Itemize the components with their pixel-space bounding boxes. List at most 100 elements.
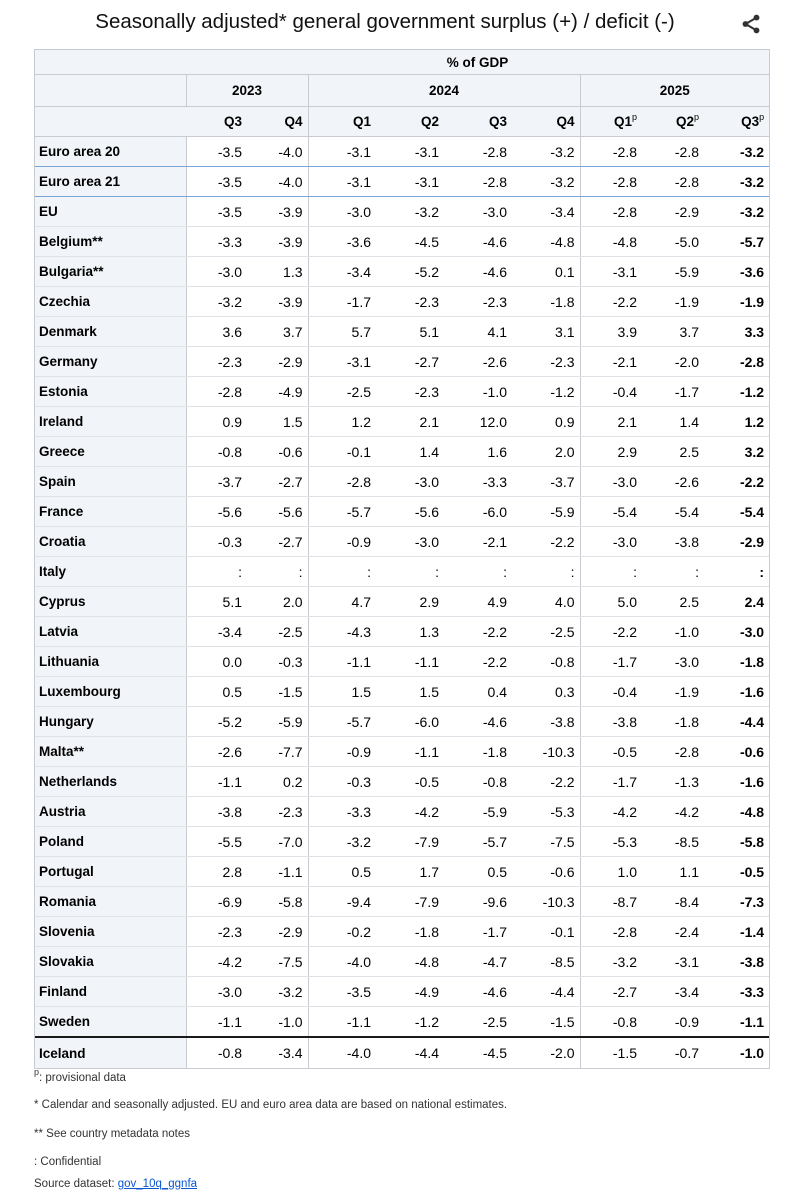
table-cell: -0.5 bbox=[580, 736, 642, 767]
table-cell: -2.8 bbox=[186, 376, 247, 407]
table-cell: 2.1 bbox=[376, 406, 444, 437]
table-cell: 0.5 bbox=[308, 856, 376, 887]
table-cell: -5.4 bbox=[642, 496, 704, 527]
table-cell: -1.1 bbox=[376, 646, 444, 677]
table-cell: -2.7 bbox=[580, 976, 642, 1007]
table-cell: -2.8 bbox=[580, 196, 642, 227]
table-cell: 2.8 bbox=[186, 856, 247, 887]
row-label: Malta** bbox=[35, 736, 187, 767]
table-cell: -3.1 bbox=[308, 346, 376, 377]
row-label: Belgium** bbox=[35, 226, 187, 257]
table-cell: -3.6 bbox=[308, 226, 376, 257]
table-cell: -2.2 bbox=[704, 466, 770, 497]
row-label: Slovenia bbox=[35, 916, 187, 947]
table-row: Luxembourg 0.5 -1.5 1.5 1.5 0.4 0.3 -0.4 -1.9 -1.… bbox=[35, 676, 770, 707]
row-label: Denmark bbox=[35, 316, 187, 347]
source-dataset-link[interactable]: gov_10q_ggnfa bbox=[117, 1178, 198, 1190]
table-cell: -3.3 bbox=[308, 796, 376, 827]
quarter-header: Q2p bbox=[642, 106, 704, 137]
table-cell: -10.3 bbox=[512, 886, 581, 917]
data-table: % of GDP 2023 2024 2025 Q3 Q4 Q1 Q2 Q3 Q4 Q1p Q2p… bbox=[35, 50, 770, 1068]
table-cell: -1.6 bbox=[704, 766, 770, 797]
table-cell: 2.5 bbox=[642, 436, 704, 467]
table-cell: -2.3 bbox=[444, 286, 512, 317]
table-row: France -5.6 -5.6 -5.7 -5.6 -6.0 -5.9 -5.4 -5.4 -5… bbox=[35, 496, 770, 527]
table-cell: 4.0 bbox=[512, 586, 581, 617]
table-cell: 0.4 bbox=[444, 676, 512, 707]
table-cell: 3.1 bbox=[512, 316, 581, 347]
table-row: Netherlands -1.1 0.2 -0.3 -0.5 -0.8 -2.2 -1.7 -1… bbox=[35, 766, 770, 797]
table-cell: -5.3 bbox=[512, 796, 581, 827]
table-cell: 0.1 bbox=[512, 256, 581, 287]
table-cell: -3.0 bbox=[704, 616, 770, 647]
table-cell: -2.7 bbox=[247, 526, 309, 557]
table-cell: 0.5 bbox=[186, 676, 247, 707]
table-cell: -0.8 bbox=[580, 1006, 642, 1038]
table-cell: -3.5 bbox=[186, 166, 247, 197]
table-cell: -0.4 bbox=[580, 676, 642, 707]
table-row: Euro area 20 -3.5 -4.0 -3.1 -3.1 -2.8 -3.2 -2.8… bbox=[35, 136, 770, 167]
share-icon[interactable] bbox=[740, 13, 762, 35]
table-cell: -4.8 bbox=[580, 226, 642, 257]
header-corner bbox=[35, 74, 187, 107]
table-cell: -2.8 bbox=[308, 466, 376, 497]
table-cell: -3.0 bbox=[376, 526, 444, 557]
table-cell: -0.6 bbox=[704, 736, 770, 767]
table-row: Lithuania 0.0 -0.3 -1.1 -1.1 -2.2 -0.8 -1.7 -3.0… bbox=[35, 646, 770, 677]
footnote-confidential: : Confidential bbox=[34, 1156, 102, 1168]
table-cell: -1.8 bbox=[642, 706, 704, 737]
table-row: Estonia -2.8 -4.9 -2.5 -2.3 -1.0 -1.2 -0.4 -1.7-… bbox=[35, 376, 770, 407]
table-cell: -5.0 bbox=[642, 226, 704, 257]
table-cell: -5.7 bbox=[704, 226, 770, 257]
table-row: Germany -2.3 -2.9 -3.1 -2.7 -2.6 -2.3 -2.1 -2.0-… bbox=[35, 346, 770, 377]
table-cell: 1.6 bbox=[444, 436, 512, 467]
table-cell: -3.0 bbox=[376, 466, 444, 497]
table-cell: -1.2 bbox=[704, 376, 770, 407]
table-cell: -1.1 bbox=[247, 856, 309, 887]
quarter-header: Q1 bbox=[308, 106, 376, 137]
table-cell: 1.4 bbox=[642, 406, 704, 437]
row-label: Estonia bbox=[35, 376, 187, 407]
table-cell: -3.8 bbox=[512, 706, 581, 737]
table-cell: -3.8 bbox=[704, 946, 770, 977]
table-cell: -2.5 bbox=[247, 616, 309, 647]
row-label: Luxembourg bbox=[35, 676, 187, 707]
source-label: Source dataset: bbox=[34, 1178, 118, 1190]
table-row: Sweden -1.1 -1.0 -1.1 -1.2 -2.5 -1.5 -0.8 -0.9 -1… bbox=[35, 1006, 770, 1038]
table-cell: -0.9 bbox=[308, 736, 376, 767]
table-cell: -2.2 bbox=[444, 646, 512, 677]
table-cell: -3.2 bbox=[580, 946, 642, 977]
table-cell: -1.6 bbox=[704, 676, 770, 707]
table-cell: -4.7 bbox=[444, 946, 512, 977]
row-label: Iceland bbox=[35, 1036, 187, 1068]
table-cell: -2.6 bbox=[444, 346, 512, 377]
table-cell: -3.1 bbox=[642, 946, 704, 977]
table-cell: -2.7 bbox=[376, 346, 444, 377]
table-cell: 5.1 bbox=[186, 586, 247, 617]
row-label: Latvia bbox=[35, 616, 187, 647]
table-row: Denmark 3.6 3.7 5.7 5.1 4.1 3.1 3.9 3.7 3.3 bbox=[35, 316, 770, 347]
table-cell: -1.9 bbox=[704, 286, 770, 317]
table-cell: : bbox=[642, 556, 704, 587]
table-cell: -1.8 bbox=[512, 286, 581, 317]
year-header: 2025 bbox=[580, 74, 770, 107]
row-label: Poland bbox=[35, 826, 187, 857]
table-row: Slovakia -4.2 -7.5 -4.0 -4.8 -4.7 -8.5 -3.2 -3.1… bbox=[35, 946, 770, 977]
table-cell: -1.1 bbox=[704, 1006, 770, 1038]
table-cell: -3.6 bbox=[704, 256, 770, 287]
table-cell: 4.9 bbox=[444, 586, 512, 617]
table-cell: -3.0 bbox=[580, 526, 642, 557]
table-cell: -4.4 bbox=[512, 976, 581, 1007]
table-cell: -2.2 bbox=[580, 616, 642, 647]
table-cell: -3.0 bbox=[186, 256, 247, 287]
table-cell: -8.5 bbox=[512, 946, 581, 977]
table-cell: -3.1 bbox=[376, 136, 444, 167]
table-cell: -5.3 bbox=[580, 826, 642, 857]
table-cell: 1.5 bbox=[308, 676, 376, 707]
table-cell: -4.8 bbox=[512, 226, 581, 257]
table-cell: -1.7 bbox=[444, 916, 512, 947]
row-label: Finland bbox=[35, 976, 187, 1007]
table-cell: -2.3 bbox=[186, 916, 247, 947]
table-cell: -3.1 bbox=[308, 136, 376, 167]
row-label: Croatia bbox=[35, 526, 187, 557]
